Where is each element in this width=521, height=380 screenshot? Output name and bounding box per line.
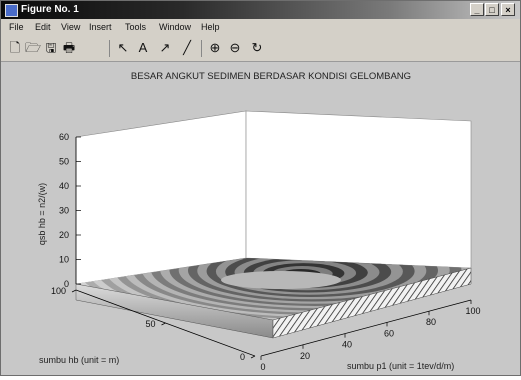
surface-plot[interactable]: 0 10 20 30 40 50 60 0 50 100 0 20 40 60 80 100 BESAR … bbox=[1, 62, 520, 375]
window-title: Figure No. 1 bbox=[21, 4, 79, 15]
back-wall-right bbox=[245, 110, 472, 269]
menu-tools[interactable]: Tools bbox=[125, 22, 147, 32]
zoom-out-icon[interactable]: ⊖ bbox=[229, 40, 241, 55]
z-tick-label: 30 bbox=[59, 206, 69, 216]
z-tick-label: 10 bbox=[59, 255, 69, 265]
y-axis-label: sumbu hb (unit = m) bbox=[39, 355, 119, 365]
x-axis-label: sumbu p1 (unit = 1tev/d/m) bbox=[347, 361, 454, 371]
minimize-button[interactable]: _ bbox=[470, 3, 484, 16]
matlab-figure-icon bbox=[5, 4, 18, 17]
x-tick-label: 40 bbox=[342, 340, 352, 350]
x-tick-label: 80 bbox=[426, 317, 436, 327]
z-tick-label: 60 bbox=[59, 132, 69, 142]
menu-edit[interactable]: Edit bbox=[35, 22, 51, 32]
save-icon[interactable]: 🖫 bbox=[45, 40, 57, 55]
insert-text-icon[interactable]: A bbox=[138, 40, 148, 55]
print-icon[interactable]: 🖶 bbox=[62, 40, 76, 55]
y-tick-mark bbox=[250, 355, 256, 359]
y-tick-label: 50 bbox=[145, 319, 155, 329]
x-axis bbox=[260, 299, 472, 357]
plot-area: 0 10 20 30 40 50 60 0 50 100 0 20 40 60 80 100 BESAR … bbox=[1, 62, 520, 375]
menu-bar: File Edit View Insert Tools Window Help bbox=[1, 19, 520, 35]
y-tick-mark bbox=[71, 289, 77, 293]
z-tick-label: 40 bbox=[59, 181, 69, 191]
y-tick-label: 0 bbox=[240, 352, 245, 362]
y-tick-mark bbox=[161, 322, 166, 326]
surface-front-right bbox=[272, 267, 472, 339]
menu-window[interactable]: Window bbox=[159, 22, 192, 32]
new-figure-icon[interactable]: 🗋 bbox=[9, 40, 21, 55]
close-button[interactable]: × bbox=[501, 3, 515, 16]
back-wall-left bbox=[75, 110, 247, 285]
z-axis-label: qsb hb = n2/(w) bbox=[37, 183, 47, 245]
menu-help[interactable]: Help bbox=[201, 22, 220, 32]
x-tick-label: 100 bbox=[465, 306, 480, 316]
y-tick-label: 100 bbox=[51, 286, 66, 296]
z-tick-label: 0 bbox=[64, 279, 69, 289]
title-bar[interactable]: Figure No. 1 _ □ × bbox=[1, 1, 520, 19]
figure-toolbar: 🗋 🗁 🖫 🖶 ↖ A ↗ ╱ ⊕ ⊖ ↻ bbox=[1, 35, 520, 62]
maximize-button[interactable]: □ bbox=[485, 3, 499, 16]
x-tick-label: 0 bbox=[260, 362, 265, 372]
insert-arrow-icon[interactable]: ↗ bbox=[159, 40, 171, 55]
select-arrow-icon[interactable]: ↖ bbox=[117, 40, 129, 55]
open-file-icon[interactable]: 🗁 bbox=[25, 40, 42, 55]
rotate-3d-icon[interactable]: ↻ bbox=[251, 40, 263, 55]
zoom-in-icon[interactable]: ⊕ bbox=[209, 40, 221, 55]
z-tick-label: 20 bbox=[59, 230, 69, 240]
toolbar-separator bbox=[201, 40, 202, 57]
surface-band bbox=[221, 271, 341, 289]
toolbar-separator bbox=[109, 40, 110, 57]
x-tick-label: 60 bbox=[384, 328, 394, 338]
menu-insert[interactable]: Insert bbox=[89, 22, 112, 32]
x-tick-label: 20 bbox=[300, 351, 310, 361]
chart-title: BESAR ANGKUT SEDIMEN BERDASAR KONDISI GE… bbox=[131, 71, 411, 82]
insert-line-icon[interactable]: ╱ bbox=[183, 40, 191, 55]
z-tick-label: 50 bbox=[59, 157, 69, 167]
menu-view[interactable]: View bbox=[61, 22, 81, 32]
menu-file[interactable]: File bbox=[9, 22, 24, 32]
